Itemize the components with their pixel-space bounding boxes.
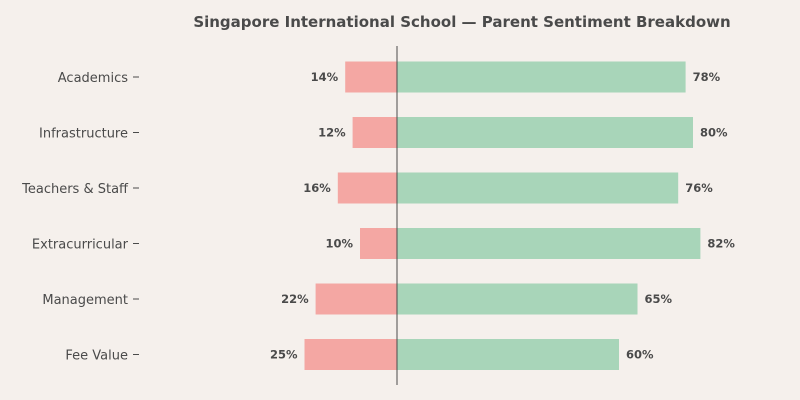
negative-bar-teachers-staff <box>337 172 397 204</box>
negative-value-label-extracurricular: 10% <box>325 237 353 251</box>
positive-value-label-extracurricular: 82% <box>707 237 735 251</box>
negative-bar-infrastructure <box>352 117 397 148</box>
negative-bar-management <box>315 283 397 315</box>
positive-value-label-teachers-staff: 76% <box>685 181 713 195</box>
negative-bar-academics <box>345 61 397 93</box>
negative-value-label-academics: 14% <box>311 70 339 84</box>
bars-group <box>304 61 701 370</box>
negative-value-label-fee-value: 25% <box>270 348 298 362</box>
negative-bar-fee-value <box>304 339 397 370</box>
positive-value-label-fee-value: 60% <box>626 348 654 362</box>
category-label-extracurricular: Extracurricular <box>32 238 129 253</box>
category-label-management: Management <box>42 293 128 308</box>
negative-value-label-management: 22% <box>281 292 309 306</box>
value-labels-group: 14% 78% 12% 80% 16% 76% 10% 82% 22% 65% 25% 60% <box>270 70 735 362</box>
negative-value-label-teachers-staff: 16% <box>303 181 331 195</box>
positive-bar-fee-value <box>397 339 619 370</box>
positive-value-label-management: 65% <box>645 292 673 306</box>
category-label-infrastructure: Infrastructure <box>39 127 128 142</box>
category-label-fee-value: Fee Value <box>65 349 128 364</box>
positive-bar-teachers-staff <box>397 172 679 204</box>
category-axis: Academics Infrastructure Teachers & Staff E… <box>21 71 139 364</box>
negative-value-label-infrastructure: 12% <box>318 126 346 140</box>
chart-title: Singapore International School — Parent … <box>193 13 730 31</box>
positive-value-label-infrastructure: 80% <box>700 126 728 140</box>
negative-bar-extracurricular <box>360 228 397 259</box>
positive-bar-academics <box>397 61 686 93</box>
category-label-teachers-staff: Teachers & Staff <box>21 182 129 197</box>
positive-bar-extracurricular <box>397 228 701 259</box>
category-label-academics: Academics <box>58 71 128 86</box>
positive-bar-management <box>397 283 638 315</box>
positive-bar-infrastructure <box>397 117 693 148</box>
positive-value-label-academics: 78% <box>693 70 721 84</box>
